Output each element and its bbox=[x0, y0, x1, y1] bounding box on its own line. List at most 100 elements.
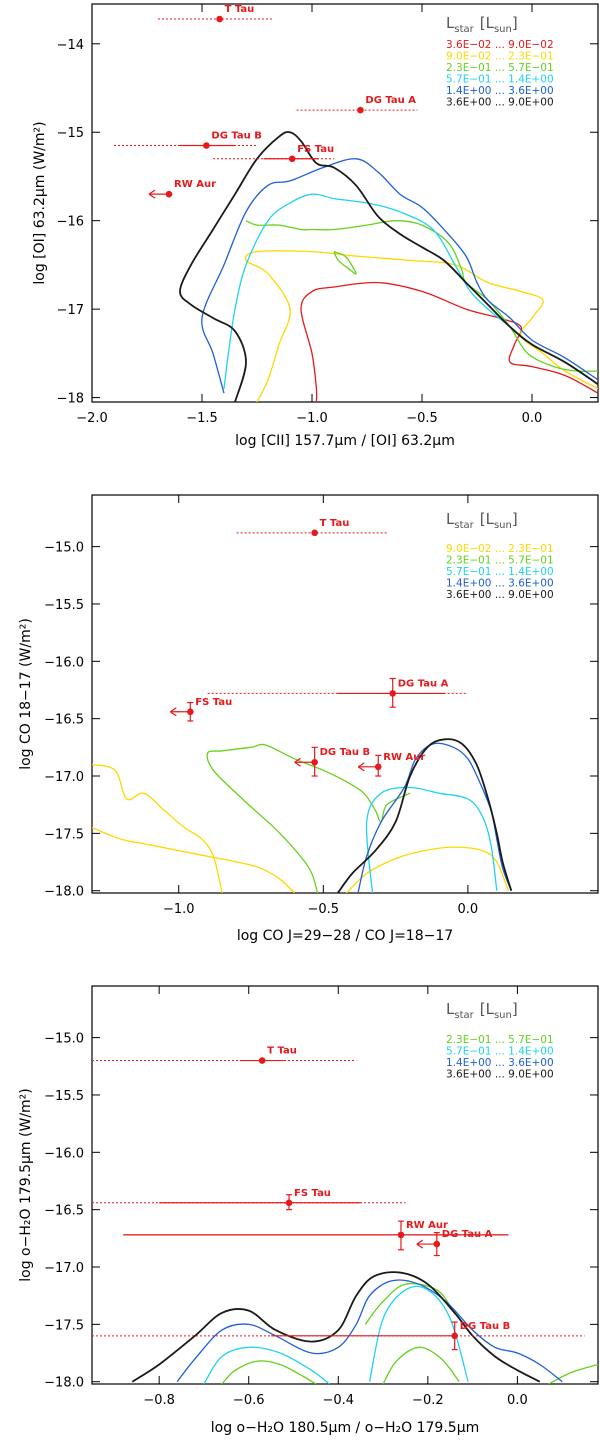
x-tick-label: −0.5 bbox=[406, 411, 438, 426]
y-tick-label: −15.0 bbox=[44, 1032, 84, 1047]
x-axis-label: log CO J=29−28 / CO J=18−17 bbox=[237, 928, 453, 944]
data-point-label: DG Tau A bbox=[442, 1229, 493, 1240]
y-tick-label: −17 bbox=[57, 303, 84, 318]
data-point: RW Aur bbox=[123, 1220, 509, 1251]
legend-title: Lstar [Lsun] bbox=[446, 14, 518, 35]
data-point: DG Tau B bbox=[114, 131, 262, 149]
data-point-label: FS Tau bbox=[294, 1188, 331, 1199]
panel-cii-oi: −2.0 −1.5 −1.0 −0.5 0.0 −18 −17 −16 −15 −14 T Tau… bbox=[32, 3, 599, 449]
legend-entry: 2.3E−01 ... 5.7E−01 bbox=[446, 1034, 554, 1046]
series-line bbox=[176, 1279, 563, 1383]
panel-h2o: −0.8 −0.6 −0.4 −0.2 0.0 −18.0 −17.5 −17.0 −16.5 −… bbox=[18, 985, 599, 1436]
axis-ticks: −2.0 −1.5 −1.0 −0.5 0.0 −18 −17 −16 −15 −14 bbox=[57, 4, 598, 426]
series-line bbox=[357, 742, 512, 893]
data-point-marker bbox=[187, 708, 194, 716]
limit-arrow-head bbox=[294, 757, 301, 767]
series-line bbox=[221, 1360, 317, 1384]
data-point-label: T Tau bbox=[267, 1046, 297, 1057]
x-tick-label: −0.5 bbox=[308, 902, 340, 917]
axis-ticks: −0.8 −0.6 −0.4 −0.2 0.0 −18.0 −17.5 −17.0 −16.5 −… bbox=[44, 986, 598, 1408]
legend-entry: 9.0E−02 ... 2.3E−01 bbox=[446, 543, 554, 555]
legend: Lstar [Lsun] 2.3E−01 ... 5.7E−015.7E−01 .… bbox=[446, 1000, 554, 1081]
legend-entry: 2.3E−01 ... 5.7E−01 bbox=[446, 62, 554, 74]
series-line bbox=[333, 250, 357, 275]
data-point-marker bbox=[357, 106, 364, 114]
series-line bbox=[179, 131, 598, 402]
data-point: DG Tau B bbox=[92, 1321, 585, 1351]
legend-entry: 1.4E+00 ... 3.6E+00 bbox=[446, 1057, 554, 1069]
y-tick-label: −17.0 bbox=[44, 1261, 84, 1276]
data-point: T Tau bbox=[92, 1046, 357, 1064]
data-point-marker bbox=[288, 155, 296, 163]
series-line bbox=[201, 158, 598, 394]
data-point-marker bbox=[389, 690, 397, 697]
y-tick-label: −17.0 bbox=[44, 770, 84, 785]
series-line bbox=[206, 743, 411, 893]
y-tick-label: −18 bbox=[57, 392, 84, 407]
data-point-marker bbox=[311, 529, 318, 537]
series-line bbox=[368, 1285, 469, 1382]
x-tick-label: 0.0 bbox=[507, 1393, 528, 1408]
data-point: RW Aur bbox=[357, 752, 425, 777]
series-line bbox=[337, 738, 513, 893]
series-group bbox=[131, 1271, 598, 1384]
y-tick-label: −15 bbox=[57, 126, 84, 141]
y-tick-label: −16.5 bbox=[44, 713, 84, 728]
data-point-marker bbox=[451, 1332, 459, 1340]
data-point-label: DG Tau B bbox=[211, 131, 262, 142]
stars-group: T Tau DG Tau A FS Tau DG Tau B RW Aur bbox=[169, 518, 468, 777]
y-tick-label: −14 bbox=[57, 38, 84, 53]
data-point-label: DG Tau A bbox=[365, 95, 416, 106]
legend-entry: 1.4E+00 ... 3.6E+00 bbox=[446, 578, 554, 590]
panel-co: −1.0 −0.5 0.0 −18.0 −17.5 −17.0 −16.5 −16.0 −15.… bbox=[18, 494, 599, 944]
data-point-label: DG Tau B bbox=[320, 747, 371, 758]
x-axis-label: log o−H₂O 180.5μm / o−H₂O 179.5μm bbox=[211, 1420, 479, 1436]
legend-entry: 3.6E+00 ... 9.0E+00 bbox=[446, 1069, 554, 1081]
legend-title: Lstar [Lsun] bbox=[446, 1000, 518, 1021]
plot-frame bbox=[91, 494, 599, 894]
y-axis-label: log o−H₂O 179.5μm (W/m²) bbox=[18, 1088, 34, 1282]
series-line bbox=[203, 1346, 330, 1384]
data-point: T Tau bbox=[236, 518, 387, 537]
series-line bbox=[345, 846, 510, 893]
data-point-marker bbox=[397, 1231, 405, 1239]
series-line bbox=[92, 763, 223, 893]
data-point-marker bbox=[285, 1199, 293, 1207]
data-point-label: T Tau bbox=[320, 518, 350, 529]
series-line bbox=[131, 1271, 541, 1383]
legend-title: Lstar [Lsun] bbox=[446, 510, 518, 531]
limit-arrow-head bbox=[416, 1239, 424, 1249]
limit-arrow-head bbox=[148, 189, 156, 199]
data-point-label: RW Aur bbox=[406, 1220, 448, 1231]
limit-arrow-head bbox=[357, 762, 365, 772]
data-point-marker bbox=[203, 142, 210, 149]
series-line bbox=[300, 281, 598, 402]
data-point: RW Aur bbox=[148, 179, 216, 199]
y-axis-label: log [OI] 63.2μm (W/m²) bbox=[32, 121, 48, 284]
legend-entry: 3.6E−02 ... 9.0E−02 bbox=[446, 39, 554, 51]
series-group bbox=[179, 131, 598, 402]
x-tick-label: −0.2 bbox=[412, 1393, 444, 1408]
data-point: T Tau bbox=[158, 4, 273, 23]
series-line bbox=[548, 1363, 598, 1384]
data-point-marker bbox=[258, 1057, 266, 1064]
y-tick-label: −16.0 bbox=[44, 1146, 84, 1161]
x-tick-label: −0.4 bbox=[322, 1393, 354, 1408]
data-point: DG Tau A bbox=[416, 1229, 493, 1257]
plot-frame bbox=[91, 985, 599, 1385]
y-tick-label: −18.0 bbox=[44, 885, 84, 900]
y-tick-label: −17.5 bbox=[44, 827, 84, 842]
series-group bbox=[92, 738, 513, 893]
legend-entry: 3.6E+00 ... 9.0E+00 bbox=[446, 589, 554, 601]
limit-arrow-head bbox=[169, 707, 177, 717]
x-tick-label: 0.0 bbox=[458, 902, 479, 917]
axis-ticks: −1.0 −0.5 0.0 −18.0 −17.5 −17.0 −16.5 −16.0 −15.… bbox=[44, 495, 598, 917]
data-point: FS Tau bbox=[169, 697, 232, 722]
y-tick-label: −16 bbox=[57, 215, 84, 230]
data-point: DG Tau A bbox=[296, 95, 418, 114]
data-point-label: FS Tau bbox=[195, 697, 232, 708]
legend: Lstar [Lsun] 9.0E−02 ... 2.3E−012.3E−01 .… bbox=[446, 510, 554, 601]
